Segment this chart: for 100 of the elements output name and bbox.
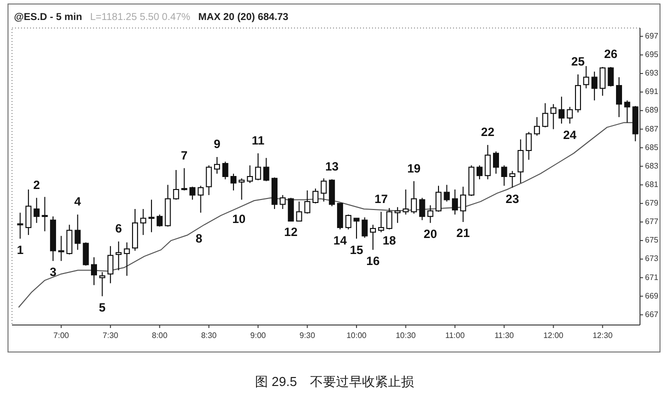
annotation: 26 bbox=[604, 47, 618, 62]
candlestick bbox=[238, 178, 245, 200]
candlestick bbox=[624, 100, 630, 124]
annotation: 21 bbox=[456, 226, 470, 240]
chart-title: @ES.D - 5 min bbox=[14, 12, 82, 23]
x-tick-label: 11:00 bbox=[445, 331, 466, 340]
text: MAX 20 (20) 684.73 bbox=[198, 12, 289, 23]
candlestick bbox=[280, 194, 286, 210]
candlestick bbox=[460, 186, 466, 222]
annotation: 14 bbox=[333, 234, 348, 248]
annotation: 12 bbox=[284, 225, 298, 240]
candlestick bbox=[362, 216, 368, 238]
candlestick bbox=[492, 150, 499, 174]
annotation: 25 bbox=[571, 54, 585, 69]
y-tick-label: 667 bbox=[645, 310, 659, 319]
candlestick bbox=[140, 208, 146, 236]
annotation: 20 bbox=[424, 227, 438, 242]
y-tick-label: 685 bbox=[645, 142, 659, 152]
candlestick bbox=[90, 256, 97, 286]
annotation: 11 bbox=[252, 133, 265, 148]
candlestick bbox=[608, 66, 614, 87]
x-tick-label: 7:00 bbox=[53, 331, 70, 340]
candlestick bbox=[206, 164, 212, 196]
candlestick bbox=[427, 204, 434, 224]
candlestick bbox=[591, 71, 598, 101]
candlestick bbox=[107, 246, 114, 284]
candlestick bbox=[58, 235, 64, 262]
candlestick bbox=[82, 242, 89, 266]
y-tick-label: 687 bbox=[645, 124, 659, 134]
candlestick bbox=[345, 214, 352, 230]
annotation: 17 bbox=[374, 192, 388, 206]
candlestick bbox=[181, 168, 188, 191]
x-tick-label: 11:30 bbox=[494, 331, 514, 340]
y-tick-label: 681 bbox=[645, 180, 659, 189]
x-tick-label: 9:30 bbox=[300, 331, 316, 340]
y-tick-label: 671 bbox=[645, 272, 659, 282]
candlestick bbox=[542, 102, 548, 128]
candlestick bbox=[600, 66, 606, 96]
candlestick bbox=[222, 161, 228, 180]
annotation: 5 bbox=[98, 300, 106, 314]
annotation: 1 bbox=[16, 242, 24, 257]
y-tick-label: 693 bbox=[645, 68, 659, 78]
candlestick bbox=[370, 224, 376, 250]
candlestick bbox=[354, 218, 360, 240]
y-tick-label: 673 bbox=[645, 254, 659, 264]
annotation: 13 bbox=[325, 159, 339, 174]
candlestick bbox=[518, 138, 524, 184]
annotation: 24 bbox=[563, 128, 577, 142]
x-tick-label: 8:30 bbox=[201, 331, 218, 340]
y-tick-label: 669 bbox=[645, 291, 659, 300]
y-tick-label: 679 bbox=[645, 198, 659, 208]
x-tick-label: 12:00 bbox=[543, 331, 564, 340]
candlestick bbox=[34, 197, 40, 224]
candlestick bbox=[436, 185, 442, 212]
candlestick bbox=[173, 170, 180, 200]
x-tick-label: 12:30 bbox=[592, 331, 614, 340]
candlestick bbox=[66, 224, 72, 255]
chart-subtitle: L=1181.25 5.50 0.47% bbox=[90, 12, 190, 23]
caption: 图 29.5 不要过早收紧止损 bbox=[255, 374, 414, 389]
x-tick-label: 10:30 bbox=[396, 331, 416, 340]
candlestick bbox=[583, 66, 590, 89]
candlestick bbox=[148, 199, 154, 233]
candlestick bbox=[312, 188, 318, 204]
candlestick bbox=[550, 104, 556, 130]
annotation: 9 bbox=[214, 137, 221, 152]
y-tick-label: 689 bbox=[645, 106, 659, 115]
candlestick bbox=[17, 212, 24, 240]
y-tick-label: 683 bbox=[645, 161, 659, 170]
candlestick bbox=[198, 185, 204, 214]
candlestick bbox=[534, 116, 540, 136]
y-tick-label: 677 bbox=[645, 217, 659, 226]
candlestick bbox=[320, 178, 327, 202]
annotation: 19 bbox=[407, 161, 421, 176]
candlestick bbox=[263, 157, 270, 182]
candlestick bbox=[99, 272, 106, 297]
y-tick-label: 695 bbox=[645, 50, 659, 60]
candlestick bbox=[402, 188, 409, 216]
candlestick bbox=[484, 144, 491, 180]
annotation: 16 bbox=[366, 254, 380, 268]
candlestick bbox=[386, 208, 392, 230]
annotation: 15 bbox=[350, 242, 364, 257]
candlestick bbox=[616, 76, 622, 118]
candlestick bbox=[74, 214, 81, 250]
annotation: 22 bbox=[481, 125, 495, 140]
annotation: 18 bbox=[382, 234, 396, 248]
y-tick-label: 691 bbox=[645, 87, 659, 96]
candlestick bbox=[566, 106, 573, 124]
candlestick bbox=[189, 186, 196, 200]
x-tick-label: 8:00 bbox=[152, 331, 168, 340]
candlestick bbox=[501, 164, 508, 186]
candlestick bbox=[214, 156, 220, 174]
x-tick-label: 9:00 bbox=[250, 331, 266, 340]
candlestick bbox=[419, 197, 426, 221]
candlestick bbox=[410, 180, 417, 214]
candlestick bbox=[526, 131, 532, 160]
candlestick bbox=[230, 173, 236, 191]
annotation: 7 bbox=[180, 148, 188, 162]
annotation: 10 bbox=[232, 212, 246, 226]
candlestick bbox=[116, 240, 122, 271]
annotation: 3 bbox=[50, 265, 57, 280]
